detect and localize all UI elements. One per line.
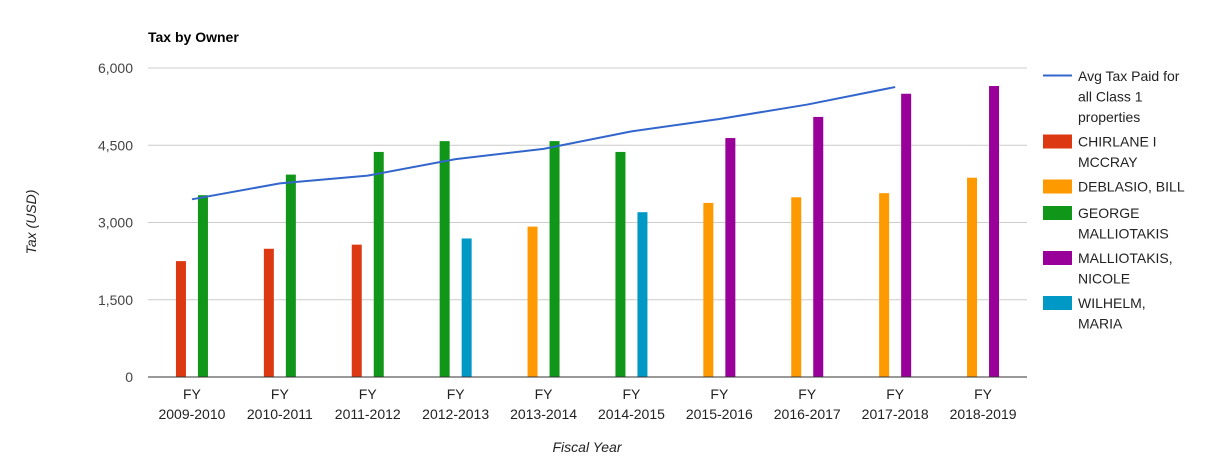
bar[interactable] <box>175 261 186 377</box>
y-tick-label: 1,500 <box>98 292 133 308</box>
legend-label: MALLIOTAKIS, NICOLE <box>1078 250 1173 287</box>
y-axis-label: Tax (USD) <box>23 190 39 255</box>
bar[interactable] <box>813 116 824 378</box>
y-tick-label: 3,000 <box>98 215 133 231</box>
average-line <box>191 86 896 201</box>
bar[interactable] <box>967 177 978 377</box>
bar[interactable] <box>725 138 736 377</box>
y-tick-label: 4,500 <box>98 137 133 153</box>
legend-swatch <box>1043 251 1072 265</box>
bar[interactable] <box>637 212 648 377</box>
x-tick-label: FY 2018-2019 <box>950 386 1017 422</box>
legend-label: Avg Tax Paid for all Class 1 properties <box>1078 68 1180 125</box>
legend-label: CHIRLANE I MCCRAY <box>1078 134 1157 171</box>
bar[interactable] <box>461 238 472 377</box>
y-tick-label: 0 <box>125 369 133 385</box>
x-tick-label: FY 2015-2016 <box>686 386 753 422</box>
avg-tax-line[interactable] <box>191 86 896 201</box>
bar[interactable] <box>879 193 890 377</box>
legend-swatch <box>1043 206 1072 220</box>
bar[interactable] <box>549 141 560 377</box>
legend-swatch <box>1043 296 1072 310</box>
legend-label: DEBLASIO, BILL <box>1078 179 1185 195</box>
chart-title: Tax by Owner <box>148 29 239 45</box>
x-tick-label: FY 2017-2018 <box>862 386 929 422</box>
legend-swatch <box>1043 134 1072 149</box>
x-axis-label: Fiscal Year <box>553 439 623 455</box>
x-tick-label: FY 2013-2014 <box>510 386 577 422</box>
bar[interactable] <box>901 93 912 377</box>
bar[interactable] <box>615 151 626 377</box>
legend: Avg Tax Paid for all Class 1 properties CHI… <box>1043 68 1185 332</box>
legend-swatch <box>1043 179 1072 194</box>
x-tick-label: FY 2010-2011 <box>247 386 313 422</box>
bar[interactable] <box>263 248 274 377</box>
bar[interactable] <box>989 86 1000 378</box>
y-tick-label: 6,000 <box>98 60 133 76</box>
bar[interactable] <box>703 202 714 377</box>
bar[interactable] <box>527 226 538 377</box>
bar[interactable] <box>373 151 384 377</box>
x-tick-label: FY 2014-2015 <box>598 386 665 422</box>
x-tick-label: FY 2011-2012 <box>335 386 401 422</box>
x-tick-label: FY 2012-2013 <box>422 386 489 422</box>
bar[interactable] <box>439 141 450 377</box>
bar[interactable] <box>285 174 296 377</box>
y-axis-tick-labels: 0 1,500 3,000 4,500 6,000 <box>98 60 133 385</box>
legend-label: WILHELM, MARIA <box>1078 295 1146 332</box>
legend-label: GEORGE MALLIOTAKIS <box>1078 205 1169 242</box>
x-axis-tick-labels: FY 2009-2010 FY 2010-2011 FY 2011-2012 FY 2012-… <box>158 386 1016 422</box>
bar[interactable] <box>791 197 802 377</box>
bars <box>175 86 1000 378</box>
bar[interactable] <box>197 195 208 377</box>
x-tick-label: FY 2009-2010 <box>158 386 225 422</box>
x-tick-label: FY 2016-2017 <box>774 386 841 422</box>
bar[interactable] <box>351 244 362 377</box>
